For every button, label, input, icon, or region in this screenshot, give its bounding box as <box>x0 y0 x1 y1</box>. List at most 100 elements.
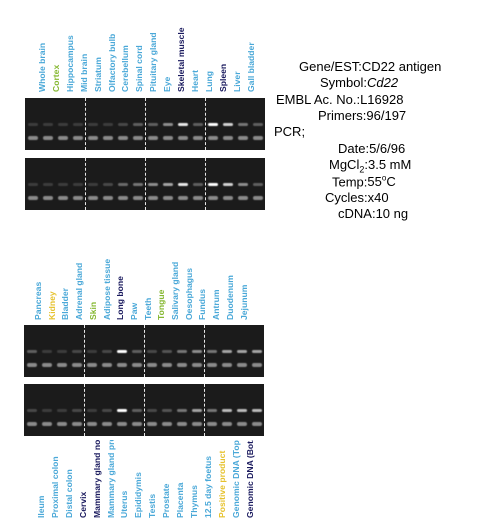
lane-divider <box>85 98 86 150</box>
primer-band <box>236 363 247 367</box>
lane-label: Eye <box>162 76 173 92</box>
primer-band <box>252 196 263 200</box>
temp-label: Temp: <box>332 174 368 190</box>
lane-label: Striatum <box>92 57 103 92</box>
primer-band <box>191 422 202 426</box>
product-band <box>237 183 248 186</box>
temp-value: 55oC <box>367 174 395 189</box>
product-band <box>132 123 143 126</box>
gene-label: Gene/EST: <box>299 59 362 74</box>
primer-band <box>56 363 67 367</box>
lane-divider <box>204 384 205 436</box>
product-band <box>86 350 97 353</box>
date-label: Date: <box>338 141 370 156</box>
product-band <box>207 183 218 186</box>
product-band <box>101 350 112 353</box>
gel-image-2-bottom <box>24 384 264 436</box>
product-band <box>222 123 233 126</box>
primer-band <box>207 136 218 140</box>
product-band <box>41 409 52 412</box>
lane-label: Lung <box>203 71 214 92</box>
primer-band <box>222 136 233 140</box>
product-band <box>251 409 262 412</box>
primer-band <box>116 422 127 426</box>
product-band <box>102 123 113 126</box>
symbol-row: Symbol:Cd22 <box>320 75 398 90</box>
lane-label: Adrenal gland <box>74 262 85 320</box>
primer-band <box>177 196 188 200</box>
product-band <box>146 409 157 412</box>
lane-label: Cervix <box>77 491 88 518</box>
lane-label: Genomic DNA (Bot.) <box>244 440 255 518</box>
product-band <box>57 123 68 126</box>
product-band <box>176 350 187 353</box>
product-band <box>191 409 202 412</box>
date-row: Date:5/6/96 <box>338 141 405 156</box>
product-band <box>161 409 172 412</box>
primer-band <box>71 422 82 426</box>
primer-band <box>207 196 218 200</box>
primer-band <box>86 422 97 426</box>
lane-label: Olfactory bulb <box>106 33 117 92</box>
primer-band <box>101 363 112 367</box>
product-band <box>41 350 52 353</box>
product-band <box>87 123 98 126</box>
primer-band <box>26 363 37 367</box>
product-band <box>252 183 263 186</box>
product-band <box>146 350 157 353</box>
lane-label: Prostate <box>161 483 172 518</box>
lane-label: Spinal cord <box>134 45 145 92</box>
lane-label: Skeletal muscle <box>176 27 186 93</box>
lane-label: Kidney <box>46 291 57 320</box>
primer-band <box>147 136 158 140</box>
lane-label: Distal colon <box>63 469 74 518</box>
lane-label: Paw <box>128 302 139 320</box>
product-band <box>26 350 37 353</box>
primer-band <box>252 136 263 140</box>
lane-divider <box>204 325 205 377</box>
lane-label: Jejunum <box>238 284 249 320</box>
symbol-value: Cd22 <box>366 75 399 90</box>
product-band <box>131 350 142 353</box>
lane-label: Proximal colon <box>49 456 60 518</box>
temp-value-unit: C <box>386 174 396 190</box>
product-band <box>177 123 188 126</box>
product-band <box>42 183 53 186</box>
primer-band <box>251 422 262 426</box>
lane-divider <box>85 158 86 210</box>
lane-label: Tongue <box>156 289 167 320</box>
primer-band <box>42 136 53 140</box>
gel-image-1-top <box>25 98 265 150</box>
lane-label: Mid brain <box>78 53 89 92</box>
primer-band <box>57 136 68 140</box>
primer-band <box>41 363 52 367</box>
lane-divider <box>205 98 206 150</box>
lane-label: Genomic DNA (Top) <box>230 440 241 518</box>
product-band <box>222 183 233 186</box>
gel-image-1-bottom <box>25 158 265 210</box>
lane-label: Teeth <box>142 297 153 320</box>
primer-band <box>221 363 232 367</box>
product-band <box>27 183 38 186</box>
product-band <box>117 123 128 126</box>
primer-band <box>101 422 112 426</box>
lane-label: Antrum <box>211 289 222 320</box>
primer-band <box>191 363 202 367</box>
mgcl-value: 3.5 mM <box>367 157 412 172</box>
primer-band <box>192 136 203 140</box>
primer-band <box>206 422 217 426</box>
lane-divider <box>144 325 145 377</box>
lane-label: Salivary gland <box>170 261 180 320</box>
primer-band <box>86 363 97 367</box>
primer-band <box>162 136 173 140</box>
primer-band <box>206 363 217 367</box>
product-band <box>236 350 247 353</box>
temp-row: Temp:55oC <box>332 174 396 189</box>
primer-band <box>26 422 37 426</box>
primer-band <box>102 136 113 140</box>
primer-band <box>131 363 142 367</box>
temp-value-main: 55 <box>367 174 382 190</box>
product-band <box>162 183 173 186</box>
primer-band <box>132 136 143 140</box>
lane-label: Gall bladder <box>245 42 256 92</box>
